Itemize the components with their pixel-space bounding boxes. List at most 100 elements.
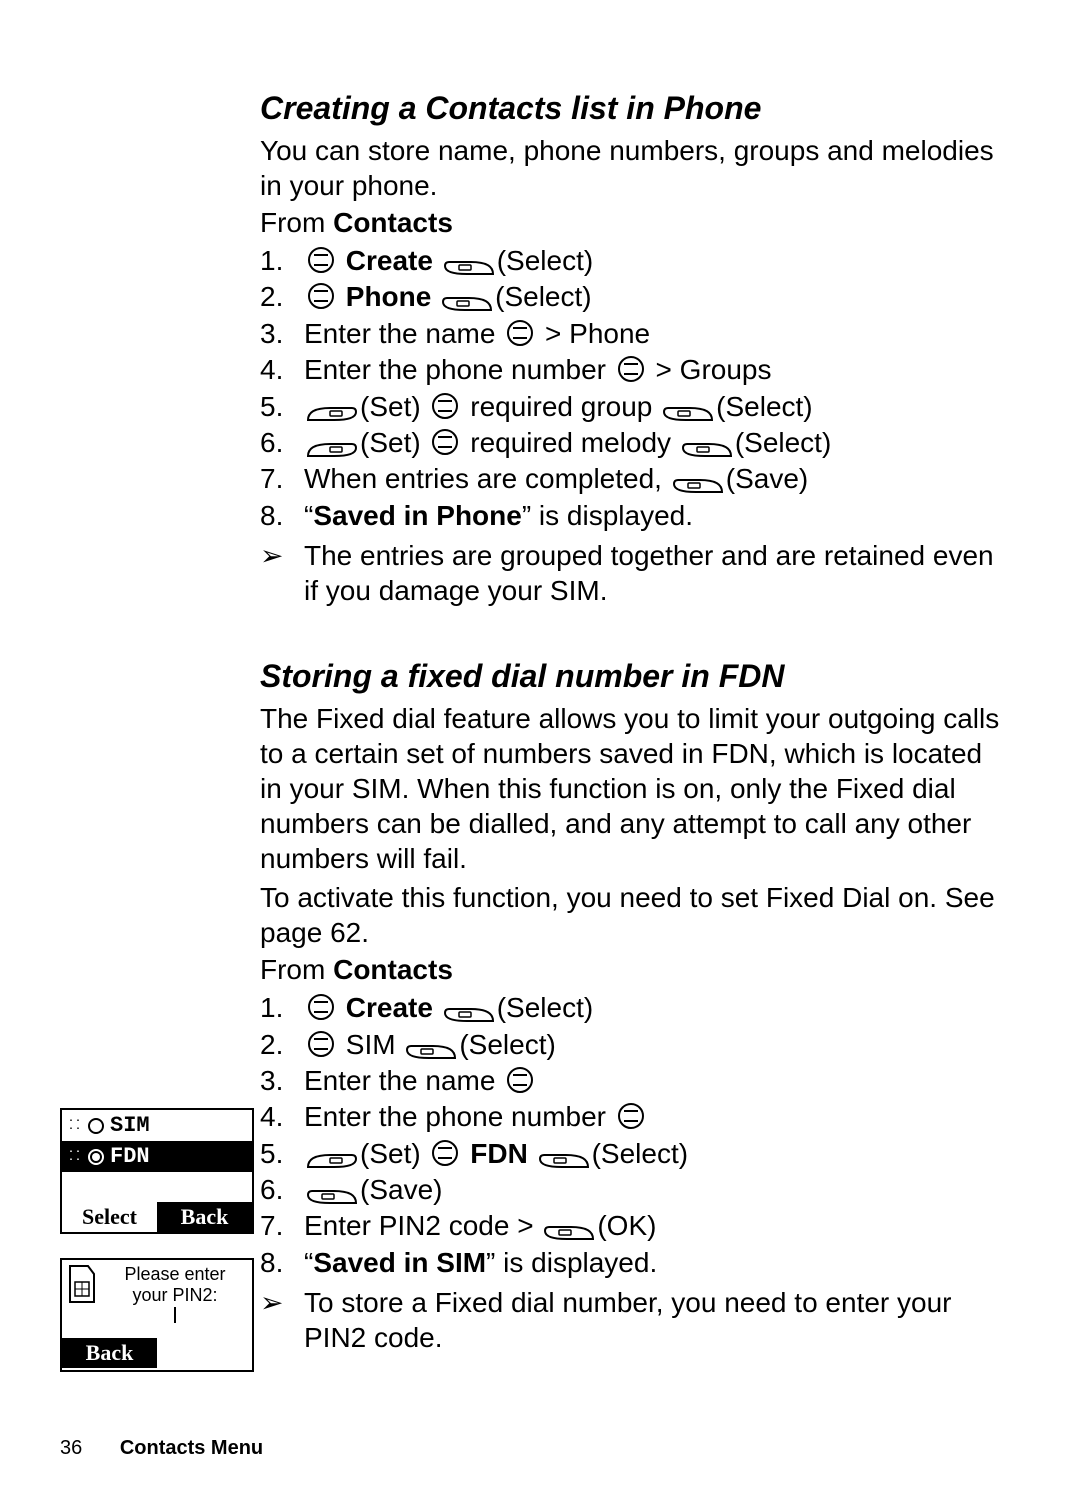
manual-page: Creating a Contacts list in Phone You ca… [0, 0, 1080, 1500]
nav-icon [618, 356, 644, 382]
phone-softkeys: Back [62, 1338, 252, 1368]
softkey-right-icon [672, 478, 724, 494]
step-text: (Set) [360, 391, 428, 422]
list-item: 5. (Set) FDN (Select) [260, 1136, 1000, 1172]
softkey-right-icon [681, 442, 733, 458]
list-item: 4. Enter the phone number > Groups [260, 352, 1000, 388]
footer-section: Contacts Menu [120, 1437, 263, 1459]
section2-steps: 1. Create (Select) 2. SIM (Select) 3. En… [260, 990, 1000, 1281]
softkey-back: Back [62, 1338, 157, 1368]
sim-card-icon [68, 1264, 96, 1309]
phone-screenshot-sim-fdn: ···· SIM ···· FDN Select Back [60, 1108, 254, 1234]
list-item: 3. Enter the name > Phone [260, 316, 1000, 352]
step-text: Saved in Phone [313, 500, 522, 531]
phone-option-sim: ···· SIM [62, 1110, 252, 1141]
note-arrow-icon: ➢ [260, 1285, 304, 1355]
softkey-select: Select [62, 1202, 157, 1232]
step-text: “ [304, 1247, 313, 1278]
list-item: 7. When entries are completed, (Save) [260, 461, 1000, 497]
step-text: (Select) [592, 1138, 688, 1169]
step-text: (Save) [726, 463, 808, 494]
step-text: (Select) [495, 281, 591, 312]
step-text: > Phone [537, 318, 650, 349]
step-text: ” is displayed. [522, 500, 693, 531]
option-label: SIM [110, 1113, 150, 1138]
softkey-right-icon [441, 296, 493, 312]
softkey-left-icon [306, 442, 358, 458]
softkey-empty [157, 1338, 252, 1368]
step-text: (Set) [360, 427, 428, 458]
step-text: Enter the name [304, 1065, 503, 1096]
step-text: Create [346, 992, 433, 1023]
nav-icon [308, 283, 334, 309]
step-text: Enter PIN2 code > [304, 1210, 541, 1241]
nav-icon [432, 1140, 458, 1166]
step-text: required group [462, 391, 660, 422]
option-label: FDN [110, 1144, 150, 1169]
step-text: SIM [338, 1029, 403, 1060]
page-footer: 36 Contacts Menu [60, 1437, 263, 1460]
prompt-line: Please enter [124, 1264, 225, 1284]
page-number: 36 [60, 1437, 82, 1459]
from-prefix: From [260, 954, 333, 985]
from-prefix: From [260, 207, 333, 238]
list-item: 7. Enter PIN2 code > (OK) [260, 1208, 1000, 1244]
softkey-right-icon [538, 1153, 590, 1169]
prompt-line: your PIN2: [132, 1285, 217, 1305]
list-item: 2. Phone (Select) [260, 279, 1000, 315]
nav-icon [432, 429, 458, 455]
list-item: 6. (Save) [260, 1172, 1000, 1208]
softkey-left-icon [306, 1153, 358, 1169]
section2-from: From Contacts [260, 954, 1000, 986]
step-text: Saved in SIM [313, 1247, 486, 1278]
note-text: The entries are grouped together and are… [304, 538, 1000, 608]
list-item: 5. (Set) required group (Select) [260, 389, 1000, 425]
softkey-right-icon [405, 1044, 457, 1060]
list-item: 6. (Set) required melody (Select) [260, 425, 1000, 461]
step-text: (Select) [716, 391, 812, 422]
pin2-prompt: Please enter your PIN2: [104, 1264, 246, 1323]
step-text: ” is displayed. [486, 1247, 657, 1278]
nav-icon [308, 1031, 334, 1057]
section2-intro1: The Fixed dial feature allows you to lim… [260, 701, 1000, 876]
nav-icon [507, 1067, 533, 1093]
radio-unselected-icon [88, 1118, 104, 1134]
step-text: > Groups [648, 354, 772, 385]
section1-intro: You can store name, phone numbers, group… [260, 133, 1000, 203]
from-target: Contacts [333, 207, 453, 238]
note-text: To store a Fixed dial number, you need t… [304, 1285, 1000, 1355]
step-text: Enter the phone number [304, 1101, 614, 1132]
step-text: (Select) [735, 427, 831, 458]
softkey-back: Back [157, 1202, 252, 1232]
list-item: 8. “Saved in SIM” is displayed. [260, 1245, 1000, 1281]
softkey-right-icon [543, 1225, 595, 1241]
softkey-right-icon [662, 406, 714, 422]
step-text: (Select) [459, 1029, 555, 1060]
phone-screenshot-pin2: Please enter your PIN2: Back [60, 1258, 254, 1372]
step-text: (Set) [360, 1138, 428, 1169]
from-target: Contacts [333, 954, 453, 985]
step-text: “ [304, 500, 313, 531]
softkey-right-icon [306, 1189, 358, 1205]
step-text: required melody [462, 427, 678, 458]
nav-icon [507, 320, 533, 346]
step-text: Phone [346, 281, 432, 312]
dots-icon: ···· [68, 1149, 82, 1165]
section1-title: Creating a Contacts list in Phone [260, 90, 1000, 127]
list-item: 1. Create (Select) [260, 243, 1000, 279]
step-text: Create [346, 245, 433, 276]
note-arrow-icon: ➢ [260, 538, 304, 608]
phone-softkeys: Select Back [62, 1202, 252, 1232]
section1-steps: 1. Create (Select) 2. Phone (Select) 3. … [260, 243, 1000, 534]
step-text: (OK) [597, 1210, 656, 1241]
step-text: (Select) [497, 245, 593, 276]
section2-intro2: To activate this function, you need to s… [260, 880, 1000, 950]
text-cursor-icon [174, 1307, 176, 1323]
section1-note: ➢ The entries are grouped together and a… [260, 538, 1000, 608]
softkey-right-icon [443, 1007, 495, 1023]
step-text: (Save) [360, 1174, 442, 1205]
dots-icon: ···· [68, 1118, 82, 1134]
nav-icon [308, 247, 334, 273]
section1-from: From Contacts [260, 207, 1000, 239]
list-item: 4. Enter the phone number [260, 1099, 1000, 1135]
